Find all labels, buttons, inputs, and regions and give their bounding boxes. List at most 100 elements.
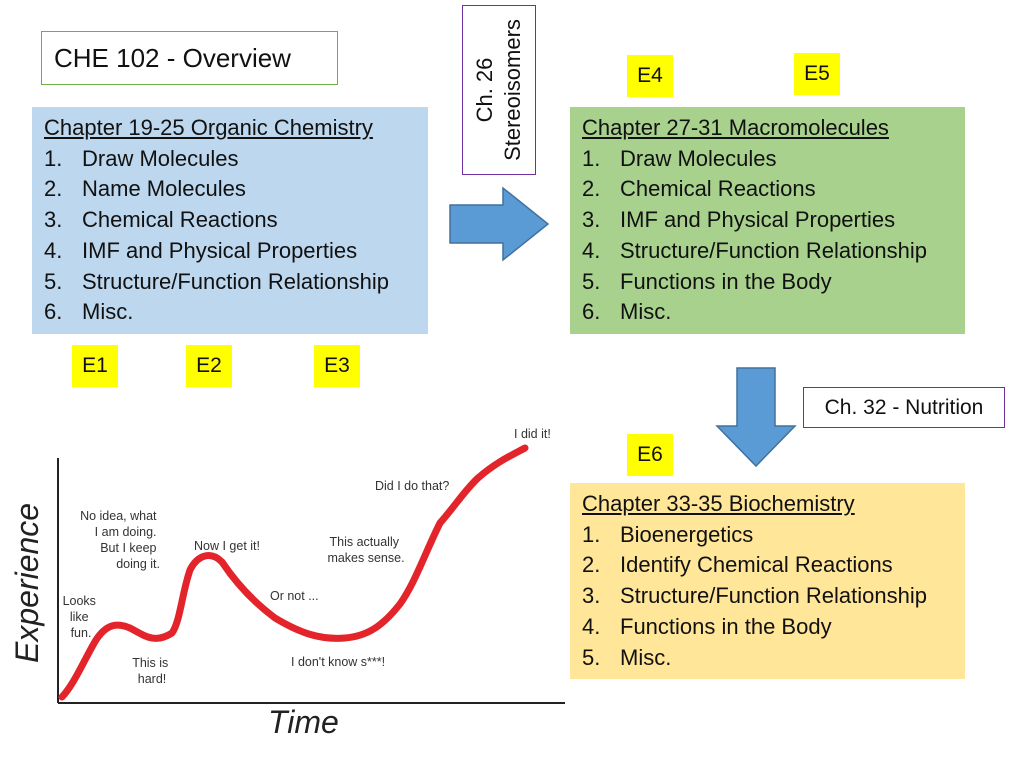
list-item: 3. Structure/Function Relationship	[582, 581, 953, 612]
list-item: 4. Structure/Function Relationship	[582, 236, 953, 267]
list-item: 6. Misc.	[582, 297, 953, 328]
list-text: Functions in the Body	[620, 268, 832, 294]
annotation-line: doing it.	[116, 557, 160, 571]
annotation-line: makes sense.	[327, 551, 404, 565]
list-text: Misc.	[620, 644, 672, 670]
biochem-topic-list: 1. Bioenergetics 2. Identify Chemical Reac…	[582, 520, 953, 674]
list-item: 6. Misc.	[44, 297, 416, 328]
list-item: 1. Draw Molecules	[44, 144, 416, 175]
list-item: 5. Functions in the Body	[582, 267, 953, 298]
list-text: Draw Molecules	[620, 145, 777, 171]
exam-tag-e6: E6	[627, 434, 673, 476]
list-item: 2. Chemical Reactions	[582, 174, 953, 205]
nutrition-box: Ch. 32 - Nutrition	[803, 387, 1005, 428]
list-text: Bioenergetics	[620, 521, 754, 547]
annotation-now-i-get-it: Now I get it!	[194, 539, 260, 553]
exam-tag-e3: E3	[314, 345, 360, 387]
list-number: 2.	[44, 176, 63, 202]
list-text: Draw Molecules	[82, 145, 239, 171]
annotation-did-i-do-that: Did I do that?	[375, 479, 449, 493]
list-number: 5.	[582, 644, 601, 670]
macromolecules-heading: Chapter 27-31 Macromolecules	[582, 115, 889, 140]
list-item: 4. Functions in the Body	[582, 612, 953, 643]
annotation-line: No idea, what	[80, 509, 157, 523]
annotation-i-did-it: I did it!	[514, 427, 551, 441]
list-text: Functions in the Body	[620, 613, 832, 639]
list-number: 3.	[582, 207, 601, 233]
list-number: 4.	[44, 237, 63, 263]
annotation-no-idea: No idea, what I am doing. But I keep doi…	[80, 509, 160, 571]
biochemistry-panel: Chapter 33-35 Biochemistry 1. Bioenergeti…	[570, 483, 965, 679]
list-number: 4.	[582, 237, 601, 263]
list-number: 2.	[582, 176, 601, 202]
list-item: 2. Identify Chemical Reactions	[582, 550, 953, 581]
right-arrow-shape	[449, 186, 550, 262]
list-number: 1.	[582, 521, 601, 547]
list-number: 5.	[582, 268, 601, 294]
exam-tag-e1: E1	[72, 345, 118, 387]
list-text: IMF and Physical Properties	[620, 207, 896, 233]
annotation-line: But I keep	[100, 541, 156, 555]
stereoisomers-title: Stereoisomers	[500, 19, 525, 161]
annotation-makes-sense: This actually makes sense.	[327, 535, 404, 565]
organic-chemistry-panel: Chapter 19-25 Organic Chemistry 1. Draw M…	[32, 107, 428, 334]
annotation-looks-like-fun: Looks like fun.	[63, 594, 100, 640]
list-number: 1.	[44, 145, 63, 171]
annotation-line: This is	[132, 656, 168, 670]
macromolecules-panel: Chapter 27-31 Macromolecules 1. Draw Mole…	[570, 107, 965, 334]
exam-tag-e2: E2	[186, 345, 232, 387]
right-arrow	[449, 186, 550, 262]
list-number: 5.	[44, 268, 63, 294]
stereoisomers-chapter: Ch. 26	[472, 57, 497, 123]
list-text: Structure/Function Relationship	[620, 237, 927, 263]
list-text: Structure/Function Relationship	[82, 268, 389, 294]
annotation-or-not: Or not ...	[270, 589, 319, 603]
learning-curve-line	[58, 444, 529, 701]
list-item: 5. Structure/Function Relationship	[44, 267, 416, 298]
organic-chemistry-heading: Chapter 19-25 Organic Chemistry	[44, 115, 373, 140]
learning-curve-illustration: Experience Time Looks like fun. No idea,…	[9, 427, 565, 740]
annotation-line: hard!	[138, 672, 167, 686]
stereoisomers-label: Ch. 26 Stereoisomers	[471, 19, 527, 161]
list-text: Identify Chemical Reactions	[620, 552, 893, 578]
annotation-line: like	[70, 610, 89, 624]
list-number: 1.	[582, 145, 601, 171]
exam-tag-e4: E4	[627, 55, 673, 97]
list-item: 1. Bioenergetics	[582, 520, 953, 551]
x-axis-label: Time	[268, 704, 339, 740]
down-arrow	[715, 367, 797, 468]
list-number: 6.	[44, 299, 63, 325]
annotation-dont-know: I don't know s***!	[291, 655, 385, 669]
organic-topic-list: 1. Draw Molecules 2. Name Molecules 3. Chem…	[44, 144, 416, 329]
annotation-line: fun.	[71, 626, 92, 640]
list-number: 4.	[582, 613, 601, 639]
list-text: Name Molecules	[82, 176, 246, 202]
y-axis-label: Experience	[9, 503, 45, 663]
page-title: CHE 102 - Overview	[41, 31, 338, 85]
list-item: 3. Chemical Reactions	[44, 205, 416, 236]
list-item: 3. IMF and Physical Properties	[582, 205, 953, 236]
list-number: 2.	[582, 552, 601, 578]
macro-topic-list: 1. Draw Molecules 2. Chemical Reactions 3.…	[582, 144, 953, 329]
list-item: 2. Name Molecules	[44, 174, 416, 205]
list-text: IMF and Physical Properties	[82, 237, 358, 263]
annotation-line: This actually	[330, 535, 400, 549]
stereoisomers-box: Ch. 26 Stereoisomers	[462, 5, 536, 175]
list-item: 1. Draw Molecules	[582, 144, 953, 175]
list-text: Misc.	[82, 299, 134, 325]
list-text: Chemical Reactions	[82, 207, 278, 233]
annotation-this-is-hard: This is hard!	[132, 656, 172, 686]
list-text: Chemical Reactions	[620, 176, 816, 202]
list-text: Structure/Function Relationship	[620, 583, 927, 609]
biochemistry-heading: Chapter 33-35 Biochemistry	[582, 491, 855, 516]
list-text: Misc.	[620, 299, 672, 325]
list-number: 6.	[582, 299, 601, 325]
annotation-line: I am doing.	[95, 525, 157, 539]
down-arrow-shape	[715, 367, 797, 468]
exam-tag-e5: E5	[794, 53, 840, 95]
list-item: 5. Misc.	[582, 643, 953, 674]
list-item: 4. IMF and Physical Properties	[44, 236, 416, 267]
annotation-line: Looks	[63, 594, 96, 608]
list-number: 3.	[582, 583, 601, 609]
list-number: 3.	[44, 207, 63, 233]
